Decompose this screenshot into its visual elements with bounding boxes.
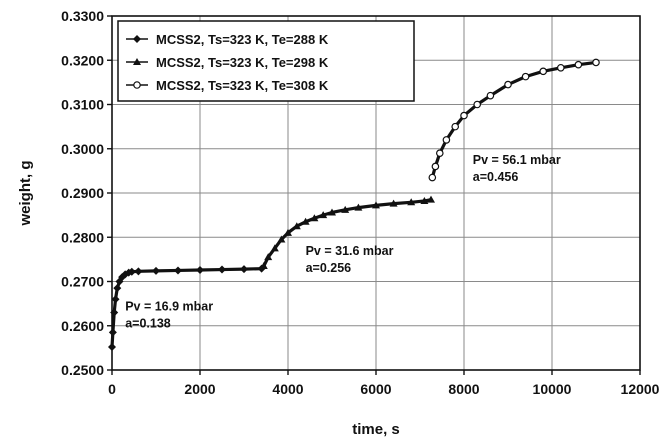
data-point (110, 308, 119, 317)
data-point (196, 265, 204, 274)
data-point (292, 222, 301, 230)
legend-entry: MCSS2, Ts=323 K, Te=298 K (126, 55, 329, 70)
data-point (111, 295, 120, 304)
x-tick-label: 2000 (184, 381, 215, 397)
data-point (270, 244, 279, 252)
legend-label: MCSS2, Ts=323 K, Te=298 K (156, 55, 329, 70)
legend: MCSS2, Ts=323 K, Te=288 K MCSS2, Ts=323 K… (117, 20, 415, 102)
data-point (134, 267, 143, 276)
x-tick-label: 12000 (621, 381, 660, 397)
data-point (556, 63, 565, 72)
legend-entry: MCSS2, Ts=323 K, Te=308 K (126, 78, 329, 93)
data-point (407, 198, 416, 206)
data-point (504, 80, 512, 89)
data-point (428, 173, 437, 182)
y-tick-label: 0.2800 (61, 229, 104, 245)
data-point (277, 235, 286, 243)
y-tick-label: 0.2900 (61, 185, 104, 201)
annotations: Pv = 16.9 mbar a=0.138 Pv = 31.6 mbar a=0.2… (125, 153, 561, 330)
legend-marker (133, 35, 141, 43)
data-point (521, 72, 530, 81)
x-tick-label: 0 (108, 381, 116, 397)
legend-label: MCSS2, Ts=323 K, Te=288 K (156, 32, 329, 47)
annotation-label: Pv = 31.6 mbar a=0.256 (306, 244, 394, 275)
annotation-line: a=0.256 (306, 261, 352, 275)
x-tick-label: 8000 (448, 381, 479, 397)
data-point (451, 122, 460, 131)
y-tick-label: 0.3300 (61, 8, 104, 24)
annotation-label: Pv = 16.9 mbar a=0.138 (125, 299, 213, 330)
data-point (113, 284, 122, 293)
data-point (301, 217, 310, 225)
series-3 (428, 58, 600, 182)
data-point (427, 195, 435, 203)
y-tick-label: 0.3100 (61, 97, 104, 113)
data-point (218, 265, 226, 274)
data-point (310, 214, 319, 222)
legend-marker (133, 58, 141, 65)
data-point (460, 111, 468, 120)
data-point (473, 100, 482, 109)
data-point (152, 266, 160, 275)
data-point (420, 196, 429, 204)
data-point (354, 203, 363, 211)
data-point (341, 205, 350, 213)
legend-entry: MCSS2, Ts=323 K, Te=288 K (126, 32, 329, 47)
data-point (259, 262, 268, 270)
legend-box (117, 20, 415, 102)
data-point (174, 266, 182, 275)
series-layer (108, 58, 600, 351)
y-axis-title: weight, g (17, 161, 34, 227)
y-tick-label: 0.2500 (61, 362, 104, 378)
y-tick-label: 0.2600 (61, 318, 104, 334)
legend-marker (133, 81, 141, 89)
x-tick-label: 4000 (272, 381, 303, 397)
data-point (319, 211, 328, 219)
y-tick-label: 0.3000 (61, 141, 104, 157)
data-point (108, 328, 117, 337)
data-point (592, 58, 600, 67)
series-1 (108, 264, 266, 351)
data-point (486, 91, 495, 100)
y-tick-label: 0.2700 (61, 274, 104, 290)
x-tick-label: 6000 (360, 381, 391, 397)
x-axis-title: time, s (352, 421, 400, 438)
data-point (328, 208, 336, 216)
data-point (264, 253, 273, 261)
x-axis-ticks: 0 2000 4000 6000 8000 10000 12000 (108, 370, 660, 397)
series-2 (259, 195, 435, 270)
x-tick-label: 10000 (533, 381, 572, 397)
y-tick-label: 0.3200 (61, 52, 104, 68)
data-point (389, 199, 398, 207)
annotation-line: Pv = 16.9 mbar (125, 299, 213, 313)
legend-label: MCSS2, Ts=323 K, Te=308 K (156, 78, 329, 93)
annotation-line: a=0.456 (473, 170, 519, 184)
data-point (435, 149, 444, 157)
data-point (127, 267, 136, 276)
data-point (442, 136, 451, 144)
annotation-line: Pv = 56.1 mbar (473, 153, 561, 167)
data-point (539, 67, 548, 76)
data-point (284, 228, 292, 236)
annotation-label: Pv = 56.1 mbar a=0.456 (473, 153, 561, 184)
annotation-line: a=0.138 (125, 316, 171, 330)
annotation-line: Pv = 31.6 mbar (306, 244, 394, 258)
y-axis-ticks: 0.2500 0.2600 0.2700 0.2800 0.2900 0.3000 0.31… (61, 8, 112, 378)
data-point (574, 60, 583, 69)
data-point (240, 265, 248, 274)
data-point (431, 162, 440, 171)
data-point (108, 342, 116, 351)
data-point (372, 201, 380, 209)
